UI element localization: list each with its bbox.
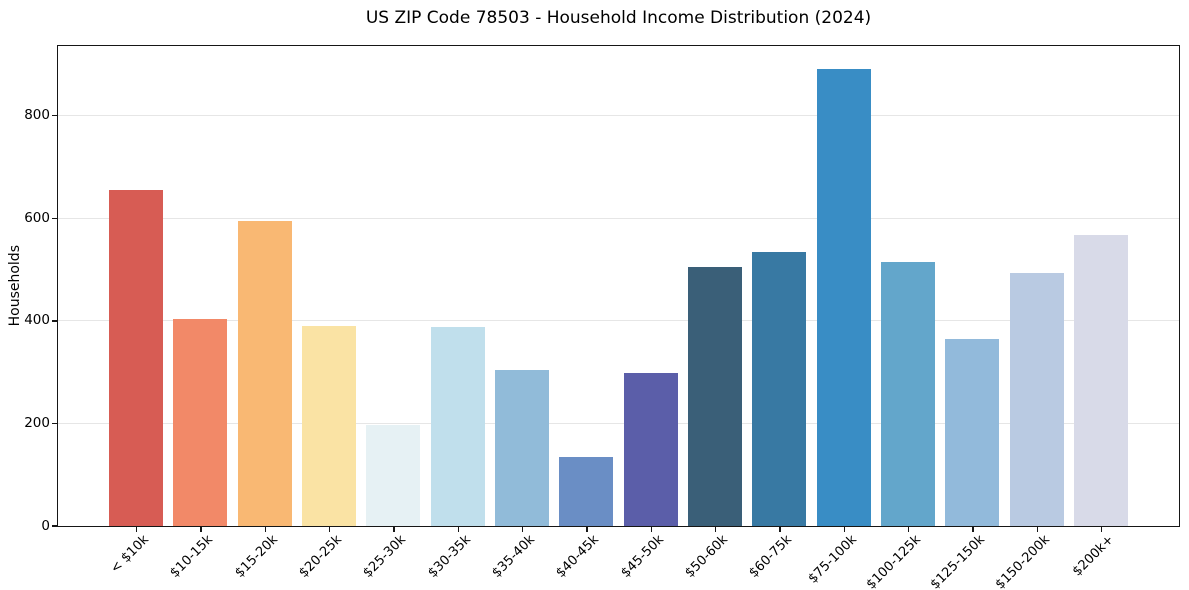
plot-area: 0 200 400 600 800 < $10k $10-15k $15-20k $20-25… <box>24 45 1180 590</box>
x-tick-mark <box>457 527 460 532</box>
bar-$200k+ <box>1073 235 1128 526</box>
bar-slot: $25-30k <box>361 46 425 581</box>
bar-slot: $60-75k <box>747 46 811 581</box>
bar-slot: < $10k <box>104 46 168 576</box>
bar-$125-150k <box>945 339 1000 526</box>
bar-slot: $30-35k <box>425 46 490 581</box>
gridline <box>58 422 1179 424</box>
bars-container: < $10k $10-15k $15-20k $20-25k $25-30k $30-35… <box>104 46 1133 590</box>
bar-slot: $150-200k <box>992 46 1068 590</box>
bar-slot: $20-25k <box>297 46 361 581</box>
bar-$150-200k <box>1009 273 1064 526</box>
x-tick-label: < $10k <box>107 532 153 577</box>
bar-slot: $200k+ <box>1069 46 1133 579</box>
x-tick-mark <box>779 527 781 532</box>
y-tick-mark <box>52 217 57 219</box>
bar-slot: $45-50k <box>618 46 683 581</box>
x-tick-mark <box>264 527 267 532</box>
bar-$40-45k <box>559 456 614 526</box>
x-tick-mark <box>650 527 652 532</box>
y-tick-label: 200 <box>24 414 50 431</box>
bar-slot: $100-125k <box>864 46 940 590</box>
bar-$15-20k <box>237 220 292 526</box>
y-tick-mark <box>52 115 57 117</box>
bar-slot: $40-45k <box>554 46 618 581</box>
gridline <box>58 217 1179 219</box>
x-tick-mark <box>907 527 910 532</box>
y-tick-label: 800 <box>24 107 50 123</box>
x-tick-mark <box>1100 527 1103 532</box>
y-tick-mark <box>52 525 57 527</box>
bar-$60-75k <box>752 251 807 526</box>
x-tick-mark <box>1036 527 1038 532</box>
bar-slot: $15-20k <box>232 46 297 581</box>
bar-slot: $10-15k <box>168 46 232 581</box>
bar-slot: $35-40k <box>489 46 554 581</box>
x-tick-mark <box>714 527 717 532</box>
y-tick-mark <box>52 320 57 322</box>
x-tick-mark <box>136 527 138 532</box>
bar-$25-30k <box>366 424 421 526</box>
gridline <box>58 320 1179 322</box>
bar-slot: $125-150k <box>928 46 1004 590</box>
chart-title: US ZIP Code 78503 - Household Income Dis… <box>365 8 872 28</box>
x-tick-mark <box>843 527 845 532</box>
x-tick-mark <box>972 527 974 532</box>
x-tick-mark <box>586 527 588 532</box>
x-tick-mark <box>200 527 202 532</box>
y-tick-label: 600 <box>24 209 50 226</box>
bar-slot: $50-60k <box>682 46 747 581</box>
y-tick-label: 0 <box>41 517 50 534</box>
y-axis-label: Households <box>7 245 23 327</box>
bar-$30-35k <box>430 326 485 526</box>
bar-$10-15k <box>173 318 228 526</box>
x-tick-mark <box>522 527 524 532</box>
y-tick-mark <box>52 422 57 425</box>
bar-< $10k <box>109 189 164 526</box>
bar-$100-125k <box>880 261 935 526</box>
y-axis-label-wrap: Households <box>7 45 23 527</box>
y-tick-label: 400 <box>24 312 50 329</box>
x-tick-mark <box>393 527 395 532</box>
bar-$35-40k <box>495 370 550 526</box>
bar-$20-25k <box>302 325 357 526</box>
bar-$75-100k <box>816 69 871 526</box>
gridline <box>58 115 1179 117</box>
bar-slot: $75-100k <box>805 46 875 587</box>
bar-$50-60k <box>687 266 742 526</box>
bar-$45-50k <box>623 373 678 526</box>
x-tick-mark <box>329 527 331 532</box>
